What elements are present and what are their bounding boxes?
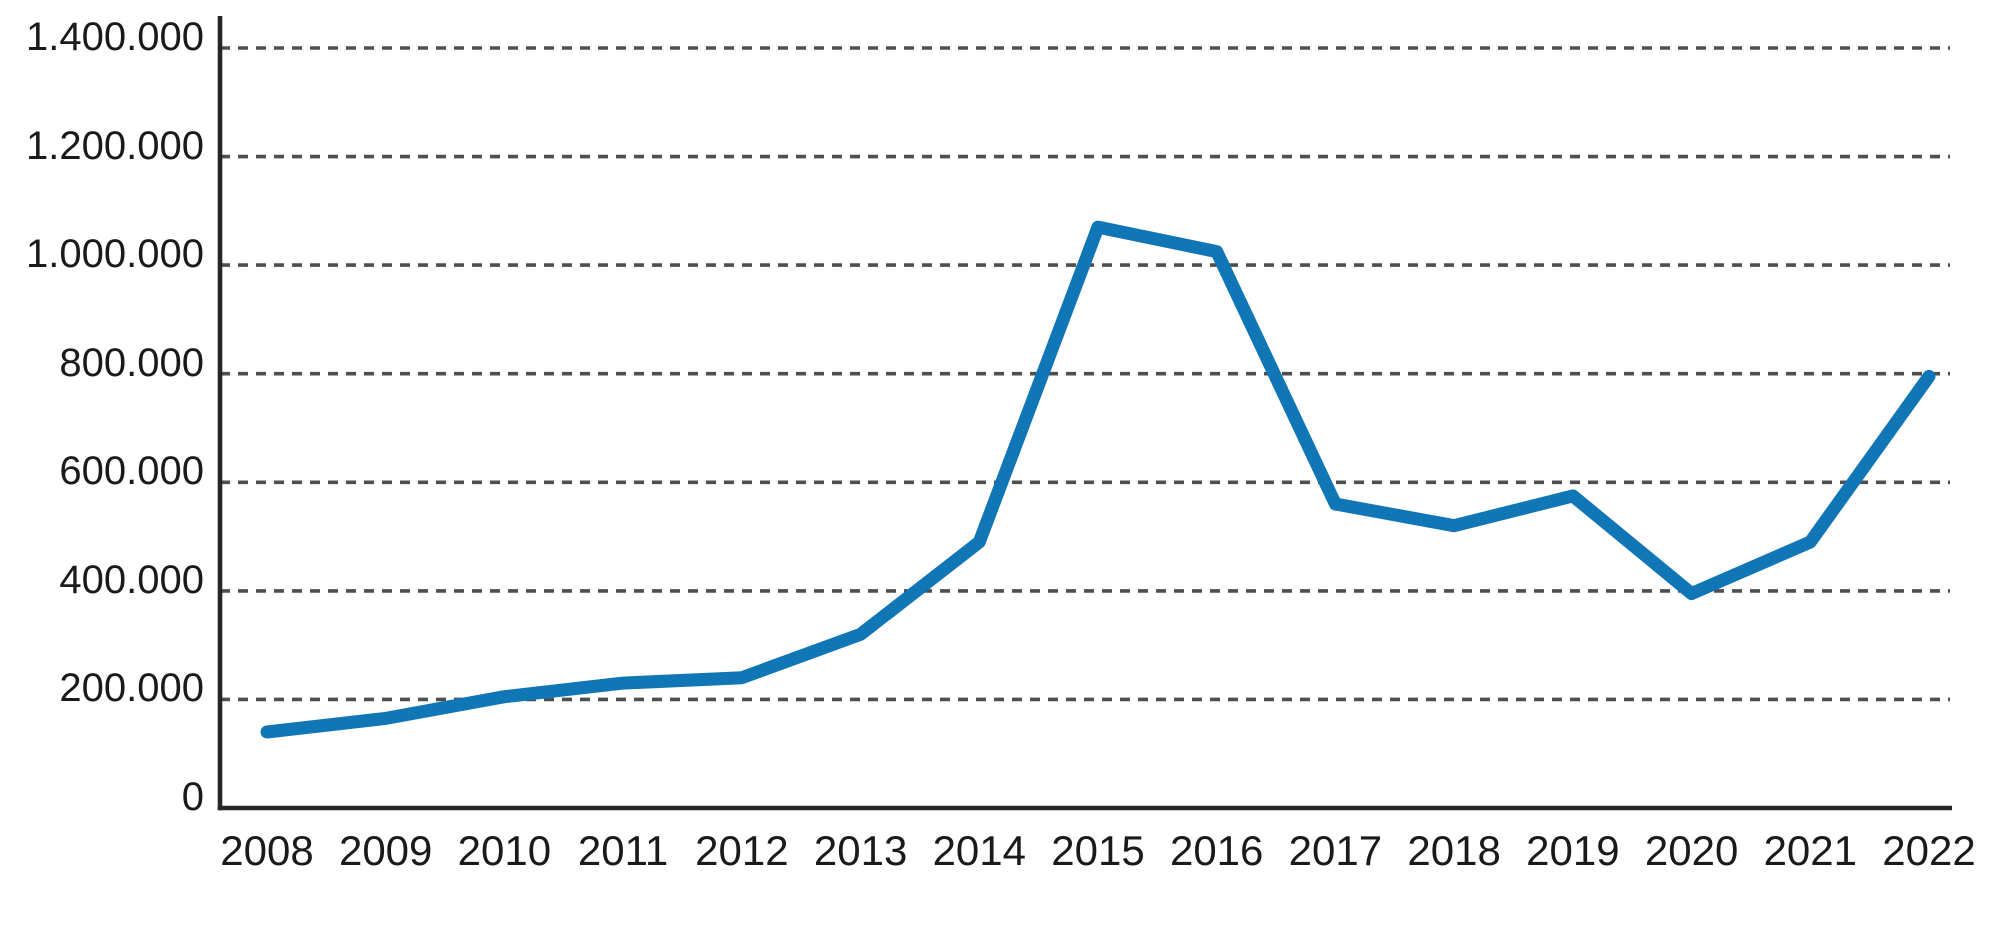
gridlines <box>220 46 1950 702</box>
x-tick-label: 2011 <box>577 827 669 874</box>
x-tick-label: 2012 <box>695 827 789 874</box>
y-tick-label: 600.000 <box>59 449 204 494</box>
x-tick-label: 2018 <box>1407 827 1501 874</box>
x-tick-label: 2022 <box>1882 827 1976 874</box>
y-tick-label: 400.000 <box>59 557 204 602</box>
x-tick-label: 2014 <box>932 827 1027 874</box>
x-tick-label: 2019 <box>1526 827 1620 874</box>
y-tick-label: 1.000.000 <box>26 232 204 277</box>
x-tick-label: 2008 <box>220 827 314 874</box>
x-tick-label: 2010 <box>457 827 552 874</box>
x-tick-label: 2017 <box>1288 827 1383 874</box>
data-line <box>260 220 1936 739</box>
x-tick-label: 2009 <box>338 827 433 874</box>
x-tick-label: 2015 <box>1051 827 1145 874</box>
x-tick-label: 2021 <box>1763 827 1858 874</box>
y-tick-label: 200.000 <box>59 666 204 711</box>
y-tick-label: 1.200.000 <box>26 123 204 168</box>
x-tick-label: 2016 <box>1169 827 1264 874</box>
y-tick-label: 800.000 <box>59 340 204 385</box>
x-tick-label: 2013 <box>813 827 908 874</box>
y-tick-label: 1.400.000 <box>26 15 204 59</box>
x-tick-label: 2020 <box>1644 827 1739 874</box>
y-tick-label: 0 <box>181 775 204 819</box>
